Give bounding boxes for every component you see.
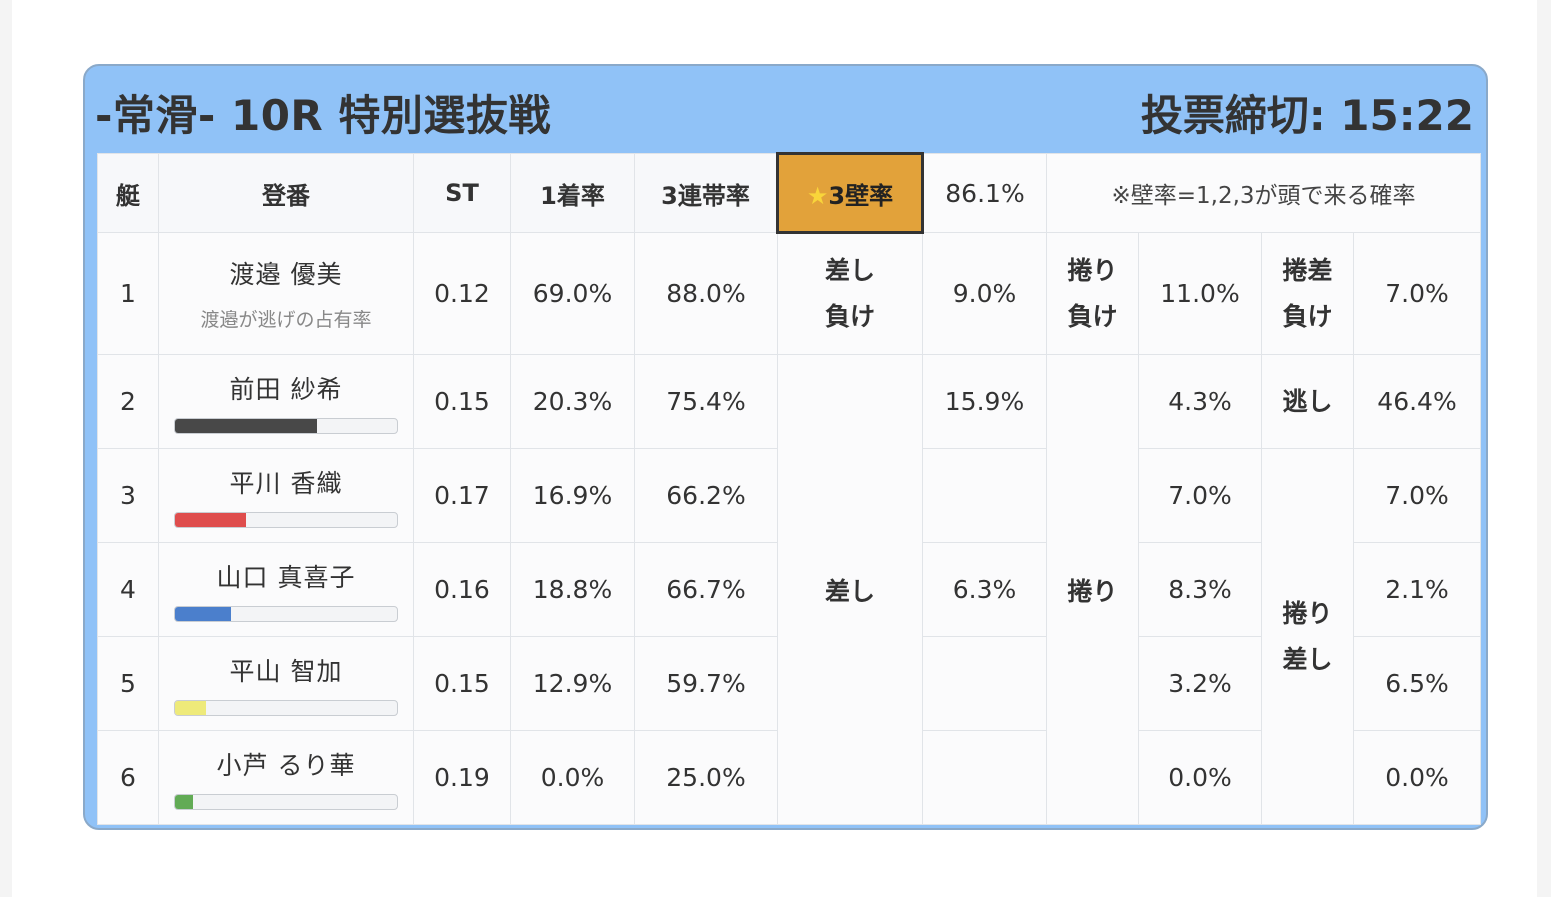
racer-name: 平山 智加 (229, 656, 343, 686)
racer-progress-bar (174, 417, 398, 434)
racer-progress-fill (175, 794, 193, 809)
wall-rate-label: 3壁率 (828, 181, 894, 210)
col-st: ST (413, 153, 511, 233)
trio-rate-value: 25.0% (634, 730, 778, 825)
st-value: 0.16 (413, 542, 511, 637)
racer-cell: 渡邉 優美 渡邉が逃げの占有率 (158, 232, 414, 355)
sashi-value-2: 15.9% (922, 354, 1047, 449)
racer-progress-fill (175, 606, 231, 621)
racer-cell: 山口 真喜子 (158, 542, 414, 637)
makuri-make-value: 11.0% (1138, 232, 1262, 355)
trio-rate-value: 66.2% (634, 448, 778, 543)
table-row: 2 前田 紗希 0.15 20.3% 75.4% 差し 15.9% 捲り 4.3… (97, 354, 1482, 825)
trio-rate-value: 66.7% (634, 542, 778, 637)
star-icon: ★ (806, 181, 829, 210)
nige-label: 逃し (1261, 354, 1354, 449)
boat-number: 3 (97, 448, 159, 543)
st-value: 0.19 (413, 730, 511, 825)
boat-number: 4 (97, 542, 159, 637)
boat-number: 2 (97, 354, 159, 449)
boat-number: 1 (97, 232, 159, 355)
sashi-make-label: 差し 負け (777, 232, 923, 355)
nige-value: 46.4% (1352, 354, 1482, 449)
sashi-value-4: 6.3% (922, 542, 1047, 637)
makurizashi-make-label: 捲差 負け (1261, 232, 1354, 355)
page: -常滑- 10R 特別選抜戦 投票締切: 15:22 艇 登番 (12, 0, 1537, 897)
header-row: 艇 登番 ST 1着率 3連帯率 ★3壁率 86.1% ※壁率=1,2,3が頭で… (97, 152, 1482, 234)
sashi-value-6 (922, 730, 1047, 825)
racer-progress-fill (175, 700, 207, 715)
racer-name: 平川 香織 (229, 468, 343, 498)
sashi-make-value: 9.0% (922, 232, 1047, 355)
first-rate-value: 20.3% (510, 354, 635, 449)
trio-rate-value: 88.0% (634, 232, 778, 355)
racer-progress-fill (175, 418, 318, 433)
boat-number: 5 (97, 636, 159, 731)
racer-subtitle: 渡邉が逃げの占有率 (200, 309, 372, 331)
makurizashi-value-5: 6.5% (1352, 636, 1482, 731)
col-boat: 艇 (97, 153, 159, 233)
race-title: -常滑- 10R 特別選抜戦 (95, 91, 551, 140)
table-row: 6 小芦 るり華 0.19 0.0% 25.0% 0.0% 0.0% (97, 730, 1482, 825)
makuri-value-5: 3.2% (1138, 636, 1262, 731)
racer-progress-bar (174, 511, 398, 528)
voting-deadline: 投票締切: 15:22 (1140, 91, 1474, 140)
table-row: 3 平川 香織 0.17 16.9% 66.2% 7.0% 捲り 差し 7.0% (97, 448, 1482, 825)
st-value: 0.15 (413, 636, 511, 731)
trio-rate-value: 75.4% (634, 354, 778, 449)
sashi-label: 差し (777, 354, 923, 825)
table-row: 1 渡邉 優美 渡邉が逃げの占有率 0.12 69.0% 88.0% 差し 負け … (97, 232, 1482, 355)
racer-name: 山口 真喜子 (216, 562, 356, 592)
trio-rate-value: 59.7% (634, 636, 778, 731)
makurizashi-value-3: 7.0% (1352, 448, 1482, 543)
racer-progress-bar (174, 793, 398, 810)
col-racer: 登番 (158, 153, 414, 233)
wall-rate-value: 86.1% (922, 153, 1047, 233)
racer-cell: 前田 紗希 (158, 354, 414, 449)
racer-name: 小芦 るり華 (216, 750, 356, 780)
table-row: 5 平山 智加 0.15 12.9% 59.7% 3.2% 6.5% (97, 636, 1482, 731)
makurizashi-label: 捲り 差し (1261, 448, 1354, 825)
racer-progress-bar (174, 699, 398, 716)
st-value: 0.17 (413, 448, 511, 543)
makuri-make-label: 捲り 負け (1046, 232, 1139, 355)
race-table: 艇 登番 ST 1着率 3連帯率 ★3壁率 86.1% ※壁率=1,2,3が頭で… (97, 152, 1482, 825)
racer-progress-fill (175, 512, 247, 527)
first-rate-value: 0.0% (510, 730, 635, 825)
wall-rate-note: ※壁率=1,2,3が頭で来る確率 (1045, 153, 1482, 233)
first-rate-value: 69.0% (510, 232, 635, 355)
racer-cell: 平山 智加 (158, 636, 414, 731)
st-value: 0.12 (413, 232, 511, 355)
racer-name: 渡邉 優美 (229, 260, 343, 289)
boat-number: 6 (97, 730, 159, 825)
sashi-value-5 (922, 636, 1047, 731)
st-value: 0.15 (413, 354, 511, 449)
makurizashi-make-value: 7.0% (1352, 232, 1482, 355)
racer-cell: 平川 香織 (158, 448, 414, 543)
makuri-value-2: 4.3% (1138, 354, 1262, 449)
makurizashi-value-4: 2.1% (1352, 542, 1482, 637)
col-trio-rate: 3連帯率 (634, 153, 778, 233)
first-rate-value: 12.9% (510, 636, 635, 731)
first-rate-value: 16.9% (510, 448, 635, 543)
table-row: 4 山口 真喜子 0.16 18.8% 66.7% 6.3% 8.3% 2.1% (97, 542, 1482, 637)
col-first-rate: 1着率 (510, 153, 635, 233)
racer-name: 前田 紗希 (229, 374, 343, 404)
makuri-label: 捲り (1046, 354, 1139, 825)
makurizashi-value-6: 0.0% (1352, 730, 1482, 825)
racer-progress-bar (174, 605, 398, 622)
first-rate-value: 18.8% (510, 542, 635, 637)
sashi-value-3 (922, 448, 1047, 543)
race-card: -常滑- 10R 特別選抜戦 投票締切: 15:22 艇 登番 (83, 64, 1488, 830)
racer-cell: 小芦 るり華 (158, 730, 414, 825)
makuri-value-3: 7.0% (1138, 448, 1262, 543)
makuri-value-6: 0.0% (1138, 730, 1262, 825)
makuri-value-4: 8.3% (1138, 542, 1262, 637)
wall-rate-header: ★3壁率 (776, 152, 924, 234)
